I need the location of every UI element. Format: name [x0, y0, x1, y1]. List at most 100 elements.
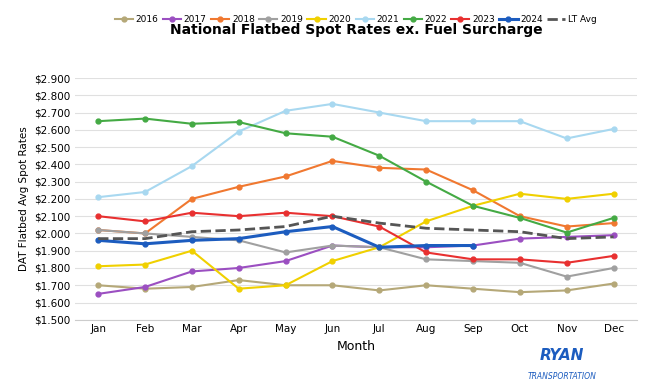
2024	[235, 236, 242, 241]
Y-axis label: DAT Flatbed Avg Spot Rates: DAT Flatbed Avg Spot Rates	[19, 126, 29, 271]
2017	[188, 269, 196, 274]
LT Avg	[328, 214, 336, 218]
2018	[516, 214, 524, 218]
2023	[94, 214, 102, 218]
Line: 2016: 2016	[96, 278, 616, 294]
2021	[563, 136, 571, 141]
2022	[141, 116, 149, 121]
Line: 2024: 2024	[96, 224, 475, 250]
2024	[281, 229, 289, 234]
2020	[235, 286, 242, 291]
Text: RYAN: RYAN	[540, 348, 584, 363]
2018	[281, 174, 289, 179]
X-axis label: Month: Month	[337, 340, 376, 353]
2021	[235, 129, 242, 134]
2019	[516, 261, 524, 265]
2017	[235, 266, 242, 270]
LT Avg	[94, 236, 102, 241]
2018	[94, 228, 102, 232]
2017	[376, 245, 384, 250]
2023	[328, 214, 336, 218]
2023	[281, 210, 289, 215]
2022	[94, 119, 102, 124]
2016	[94, 283, 102, 287]
2017	[516, 236, 524, 241]
2016	[610, 281, 617, 286]
Line: LT Avg: LT Avg	[98, 216, 614, 239]
2019	[328, 243, 336, 248]
2018	[422, 167, 430, 172]
2016	[235, 278, 242, 282]
2016	[141, 286, 149, 291]
LT Avg	[188, 229, 196, 234]
2024	[376, 245, 384, 250]
2020	[94, 264, 102, 269]
Line: 2018: 2018	[96, 158, 616, 236]
2021	[141, 190, 149, 194]
Line: 2023: 2023	[96, 210, 616, 265]
2019	[188, 234, 196, 239]
2018	[376, 165, 384, 170]
2021	[94, 195, 102, 200]
2020	[610, 191, 617, 196]
LT Avg	[141, 236, 149, 241]
2016	[563, 288, 571, 293]
2022	[188, 121, 196, 126]
Legend: 2016, 2017, 2018, 2019, 2020, 2021, 2022, 2023, 2024, LT Avg: 2016, 2017, 2018, 2019, 2020, 2021, 2022…	[115, 15, 597, 24]
LT Avg	[281, 224, 289, 229]
2019	[94, 228, 102, 232]
LT Avg	[422, 226, 430, 230]
2022	[610, 216, 617, 220]
2024	[469, 243, 477, 248]
2023	[610, 254, 617, 258]
2021	[469, 119, 477, 124]
2019	[141, 231, 149, 236]
2021	[610, 127, 617, 131]
2019	[235, 238, 242, 243]
2023	[141, 219, 149, 224]
LT Avg	[563, 236, 571, 241]
2018	[235, 184, 242, 189]
2020	[188, 248, 196, 253]
2022	[281, 131, 289, 136]
2020	[281, 283, 289, 287]
2016	[328, 283, 336, 287]
2024	[188, 238, 196, 243]
2017	[281, 259, 289, 263]
2017	[610, 233, 617, 238]
2017	[563, 234, 571, 239]
2019	[610, 266, 617, 270]
2022	[563, 230, 571, 235]
2022	[422, 179, 430, 184]
2019	[281, 250, 289, 255]
2020	[422, 219, 430, 224]
2021	[516, 119, 524, 124]
2017	[469, 243, 477, 248]
Line: 2017: 2017	[96, 233, 616, 296]
2023	[563, 261, 571, 265]
2017	[141, 285, 149, 289]
2020	[469, 204, 477, 208]
2018	[469, 188, 477, 193]
2018	[188, 197, 196, 201]
2024	[94, 238, 102, 243]
2018	[563, 224, 571, 229]
2022	[516, 216, 524, 220]
2023	[188, 210, 196, 215]
LT Avg	[610, 234, 617, 239]
2022	[376, 153, 384, 158]
2022	[469, 204, 477, 208]
2021	[422, 119, 430, 124]
2022	[328, 135, 336, 139]
2021	[376, 110, 384, 115]
Line: 2022: 2022	[96, 116, 616, 235]
2017	[422, 245, 430, 250]
2023	[422, 250, 430, 255]
Text: TRANSPORTATION: TRANSPORTATION	[528, 372, 597, 381]
LT Avg	[516, 229, 524, 234]
2021	[188, 164, 196, 168]
LT Avg	[235, 228, 242, 232]
2016	[422, 283, 430, 287]
2017	[328, 243, 336, 248]
Line: 2020: 2020	[96, 191, 616, 291]
